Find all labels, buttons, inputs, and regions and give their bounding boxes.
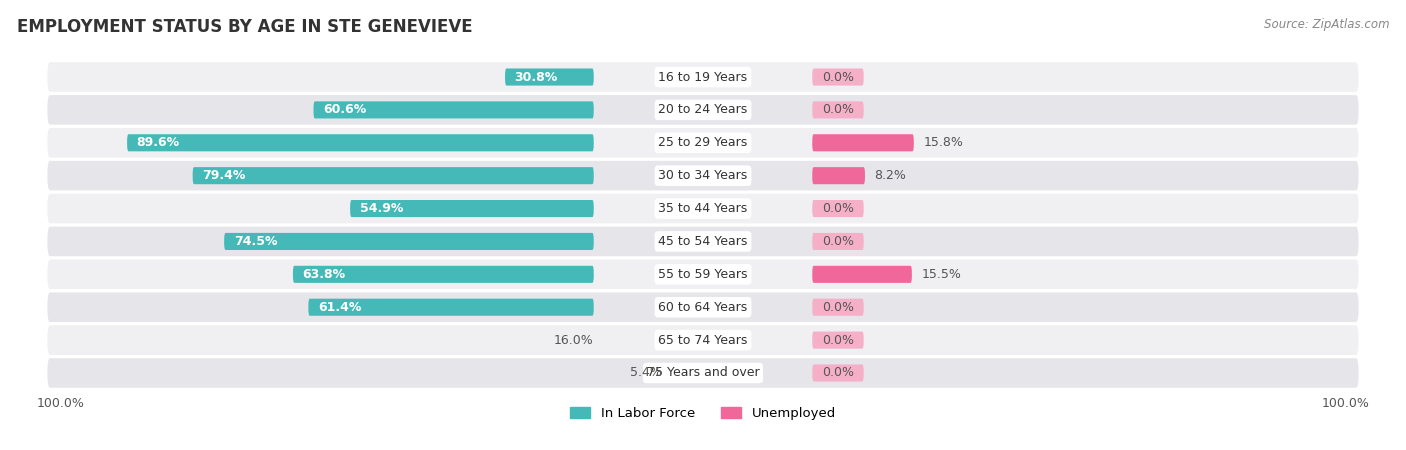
FancyBboxPatch shape (813, 266, 912, 283)
Text: 0.0%: 0.0% (823, 333, 853, 346)
Text: 0.0%: 0.0% (823, 202, 853, 215)
FancyBboxPatch shape (48, 194, 1358, 223)
Text: 35 to 44 Years: 35 to 44 Years (658, 202, 748, 215)
FancyBboxPatch shape (350, 200, 593, 217)
Text: 60 to 64 Years: 60 to 64 Years (658, 301, 748, 314)
Text: 30 to 34 Years: 30 to 34 Years (658, 169, 748, 182)
Text: 20 to 24 Years: 20 to 24 Years (658, 104, 748, 117)
Text: 79.4%: 79.4% (202, 169, 246, 182)
FancyBboxPatch shape (813, 134, 914, 151)
FancyBboxPatch shape (813, 200, 863, 217)
FancyBboxPatch shape (813, 299, 863, 316)
Text: 75 Years and over: 75 Years and over (647, 366, 759, 379)
FancyBboxPatch shape (48, 325, 1358, 355)
FancyBboxPatch shape (48, 95, 1358, 125)
FancyBboxPatch shape (48, 161, 1358, 190)
FancyBboxPatch shape (193, 167, 593, 184)
Text: 60.6%: 60.6% (323, 104, 367, 117)
Text: 61.4%: 61.4% (318, 301, 361, 314)
FancyBboxPatch shape (292, 266, 593, 283)
Text: Source: ZipAtlas.com: Source: ZipAtlas.com (1264, 18, 1389, 31)
Text: 30.8%: 30.8% (515, 71, 558, 84)
Text: 89.6%: 89.6% (136, 136, 180, 149)
FancyBboxPatch shape (813, 167, 865, 184)
FancyBboxPatch shape (813, 364, 863, 382)
Text: 0.0%: 0.0% (823, 235, 853, 248)
Text: 63.8%: 63.8% (302, 268, 346, 281)
FancyBboxPatch shape (813, 101, 863, 118)
Text: 16.0%: 16.0% (554, 333, 593, 346)
Text: 8.2%: 8.2% (875, 169, 907, 182)
FancyBboxPatch shape (127, 134, 593, 151)
Text: 0.0%: 0.0% (823, 301, 853, 314)
Legend: In Labor Force, Unemployed: In Labor Force, Unemployed (571, 407, 835, 420)
Text: 0.0%: 0.0% (823, 366, 853, 379)
FancyBboxPatch shape (224, 233, 593, 250)
FancyBboxPatch shape (48, 292, 1358, 322)
Text: EMPLOYMENT STATUS BY AGE IN STE GENEVIEVE: EMPLOYMENT STATUS BY AGE IN STE GENEVIEV… (17, 18, 472, 36)
Text: 74.5%: 74.5% (233, 235, 277, 248)
FancyBboxPatch shape (48, 227, 1358, 256)
FancyBboxPatch shape (813, 233, 863, 250)
FancyBboxPatch shape (48, 260, 1358, 289)
FancyBboxPatch shape (48, 62, 1358, 92)
FancyBboxPatch shape (48, 128, 1358, 158)
FancyBboxPatch shape (813, 68, 863, 86)
FancyBboxPatch shape (314, 101, 593, 118)
Text: 0.0%: 0.0% (823, 104, 853, 117)
Text: 15.8%: 15.8% (924, 136, 963, 149)
Text: 5.4%: 5.4% (630, 366, 662, 379)
FancyBboxPatch shape (505, 68, 593, 86)
FancyBboxPatch shape (813, 332, 863, 349)
FancyBboxPatch shape (308, 299, 593, 316)
FancyBboxPatch shape (48, 358, 1358, 388)
Text: 55 to 59 Years: 55 to 59 Years (658, 268, 748, 281)
Text: 15.5%: 15.5% (921, 268, 962, 281)
Text: 100.0%: 100.0% (37, 396, 84, 410)
Text: 0.0%: 0.0% (823, 71, 853, 84)
Text: 65 to 74 Years: 65 to 74 Years (658, 333, 748, 346)
Text: 54.9%: 54.9% (360, 202, 404, 215)
Text: 16 to 19 Years: 16 to 19 Years (658, 71, 748, 84)
Text: 45 to 54 Years: 45 to 54 Years (658, 235, 748, 248)
Text: 100.0%: 100.0% (1322, 396, 1369, 410)
Text: 25 to 29 Years: 25 to 29 Years (658, 136, 748, 149)
